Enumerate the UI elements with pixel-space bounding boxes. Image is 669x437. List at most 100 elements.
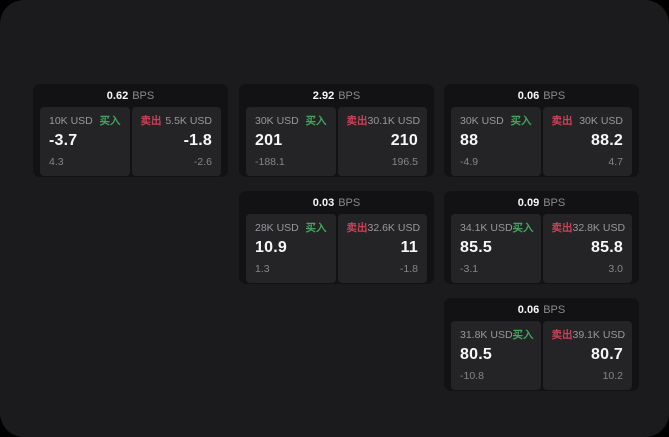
buy-panel[interactable]: 28K USD 买入 10.9 1.3 [246,214,336,283]
buy-panel-top-row: 30K USD 买入 [255,115,327,128]
sell-side-label: 卖出 [551,222,573,234]
buy-notional-label: 30K USD [255,115,299,127]
buy-panel[interactable]: 30K USD 买入 201 -188.1 [246,107,336,176]
sell-price-value: 210 [390,132,418,149]
buy-panel[interactable]: 31.8K USD 买入 80.5 -10.8 [451,321,541,390]
sell-panel-top-row: 卖出 5.5K USD [141,115,213,128]
buy-panel-top-row: 34.1K USD 买入 [460,222,534,235]
buy-notional-label: 34.1K USD [460,222,513,234]
buy-side-label: 买入 [512,222,534,234]
quote-card: 0.06 BPS 30K USD 买入 88 -4.9 卖出 30K USD 88.2 4.7 [444,84,639,177]
bps-header: 0.62 BPS [33,84,228,107]
sell-side-label: 卖出 [140,115,162,127]
sell-side-label: 卖出 [551,115,573,127]
sell-panel[interactable]: 卖出 32.6K USD 11 -1.8 [337,214,427,283]
buy-price-value: 201 [255,132,283,149]
bps-unit-label: BPS [543,89,566,102]
sell-panel-top-row: 卖出 32.6K USD [346,222,421,235]
sell-panel[interactable]: 卖出 32.8K USD 85.8 3.0 [542,214,632,283]
buy-panel[interactable]: 30K USD 买入 88 -4.9 [451,107,541,176]
bps-header: 0.03 BPS [239,191,434,214]
sell-notional-label: 32.6K USD [367,222,421,234]
quote-card: 0.09 BPS 34.1K USD 买入 85.5 -3.1 卖出 32.8K USD 85.… [444,191,639,284]
sell-panel[interactable]: 卖出 30K USD 88.2 4.7 [542,107,632,176]
buy-side-label: 买入 [305,222,327,234]
sell-panel-top-row: 卖出 39.1K USD [551,329,626,342]
buy-side-label: 买入 [510,115,532,127]
card-body: 10K USD 买入 -3.7 4.3 卖出 5.5K USD -1.8 -2.6 [33,107,228,181]
bps-value: 0.03 [312,196,335,209]
quote-card: 0.06 BPS 31.8K USD 买入 80.5 -10.8 卖出 39.1K USD 80… [444,298,639,391]
sell-panel[interactable]: 卖出 5.5K USD -1.8 -2.6 [131,107,221,176]
buy-panel-top-row: 31.8K USD 买入 [460,329,534,342]
sell-panel-top-row: 卖出 32.8K USD [551,222,626,235]
buy-price-value: 85.5 [460,239,492,256]
sell-notional-label: 5.5K USD [165,115,212,127]
sell-price-value: 85.8 [591,239,623,256]
sell-delta-value: 4.7 [608,156,623,168]
bps-header: 0.09 BPS [444,191,639,214]
quote-card: 0.03 BPS 28K USD 买入 10.9 1.3 卖出 32.6K USD 11 -1.8 [239,191,434,284]
sell-panel[interactable]: 卖出 30.1K USD 210 196.5 [337,107,427,176]
sell-side-label: 卖出 [346,115,368,127]
buy-price-value: 10.9 [255,239,287,256]
buy-delta-value: -4.9 [460,156,479,168]
sell-price-value: 80.7 [591,346,623,363]
buy-notional-label: 28K USD [255,222,299,234]
buy-panel-top-row: 30K USD 买入 [460,115,532,128]
buy-price-value: 88 [460,132,479,149]
sell-delta-value: -1.8 [399,263,418,275]
sell-notional-label: 30K USD [579,115,623,127]
sell-notional-label: 39.1K USD [572,329,626,341]
buy-panel-top-row: 10K USD 买入 [49,115,121,128]
buy-panel[interactable]: 10K USD 买入 -3.7 4.3 [40,107,130,176]
card-body: 31.8K USD 买入 80.5 -10.8 卖出 39.1K USD 80.7 10.2 [444,321,639,395]
buy-delta-value: 4.3 [49,156,64,168]
buy-side-label: 买入 [512,329,534,341]
bps-value: 0.06 [517,89,540,102]
card-body: 28K USD 买入 10.9 1.3 卖出 32.6K USD 11 -1.8 [239,214,434,288]
bps-value: 2.92 [312,89,335,102]
buy-delta-value: -3.1 [460,263,479,275]
sell-side-label: 卖出 [346,222,368,234]
buy-side-label: 买入 [305,115,327,127]
bps-value: 0.62 [106,89,129,102]
bps-unit-label: BPS [132,89,155,102]
buy-delta-value: -188.1 [255,156,285,168]
bps-value: 0.09 [517,196,540,209]
sell-notional-label: 30.1K USD [367,115,421,127]
sell-panel-top-row: 卖出 30K USD [552,115,624,128]
card-body: 30K USD 买入 88 -4.9 卖出 30K USD 88.2 4.7 [444,107,639,181]
sell-panel[interactable]: 卖出 39.1K USD 80.7 10.2 [542,321,632,390]
sell-side-label: 卖出 [551,329,573,341]
bps-header: 2.92 BPS [239,84,434,107]
bps-unit-label: BPS [338,89,361,102]
sell-delta-value: -2.6 [193,156,212,168]
buy-delta-value: 1.3 [255,263,270,275]
buy-side-label: 买入 [99,115,121,127]
buy-price-value: 80.5 [460,346,492,363]
bps-unit-label: BPS [338,196,361,209]
buy-panel-top-row: 28K USD 买入 [255,222,327,235]
bps-header: 0.06 BPS [444,298,639,321]
quote-card: 0.62 BPS 10K USD 买入 -3.7 4.3 卖出 5.5K USD -1.8 -2.… [33,84,228,177]
sell-price-value: -1.8 [183,132,212,149]
sell-delta-value: 3.0 [608,263,623,275]
bps-unit-label: BPS [543,303,566,316]
sell-delta-value: 10.2 [602,370,623,382]
bps-header: 0.06 BPS [444,84,639,107]
bps-unit-label: BPS [543,196,566,209]
sell-panel-top-row: 卖出 30.1K USD [346,115,421,128]
card-body: 30K USD 买入 201 -188.1 卖出 30.1K USD 210 196.5 [239,107,434,181]
bps-value: 0.06 [517,303,540,316]
buy-notional-label: 31.8K USD [460,329,513,341]
buy-panel[interactable]: 34.1K USD 买入 85.5 -3.1 [451,214,541,283]
buy-notional-label: 30K USD [460,115,504,127]
sell-price-value: 11 [400,239,418,256]
buy-price-value: -3.7 [49,132,78,149]
sell-notional-label: 32.8K USD [572,222,626,234]
buy-notional-label: 10K USD [49,115,93,127]
quote-card: 2.92 BPS 30K USD 买入 201 -188.1 卖出 30.1K USD 210 1… [239,84,434,177]
